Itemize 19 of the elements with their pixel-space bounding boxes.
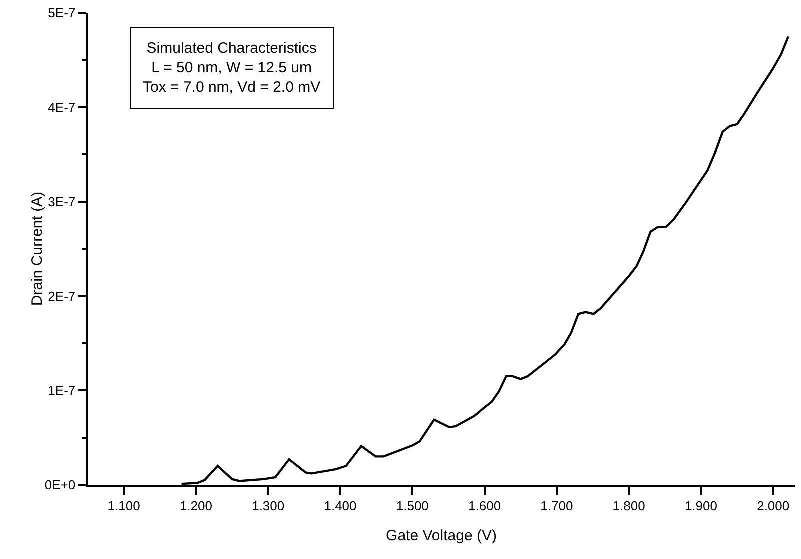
y-tick-label: 5E-7: [48, 6, 76, 21]
y-tick-label: 4E-7: [48, 100, 76, 115]
x-tick-label: 1.600: [468, 498, 502, 514]
y-tick-label: 0E+0: [44, 478, 76, 493]
x-tick-label: 1.100: [108, 498, 140, 514]
x-axis-title: Gate Voltage (V): [386, 528, 497, 544]
x-tick-label: 1.300: [252, 498, 285, 514]
x-tick-label: 1.700: [540, 498, 574, 514]
y-axis-title: Drain Current (A): [29, 192, 46, 306]
x-tick-label: 1.900: [684, 498, 718, 514]
x-tick-label: 1.200: [180, 498, 212, 514]
y-tick-label: 3E-7: [48, 194, 76, 210]
annotation: Simulated Characteristics L = 50 nm, W = 12.5 um Tox = 7.0 nm, Vd = 2.0 mV: [143, 40, 321, 96]
y-tick-label: 2E-7: [48, 288, 76, 304]
x-tick-label: 2.000: [757, 498, 790, 514]
y-tick-label: 1E-7: [48, 383, 76, 398]
x-tick-label: 1.800: [612, 498, 646, 514]
x-tick-label: 1.400: [324, 498, 357, 514]
x-tick-label: 1.500: [396, 498, 429, 514]
